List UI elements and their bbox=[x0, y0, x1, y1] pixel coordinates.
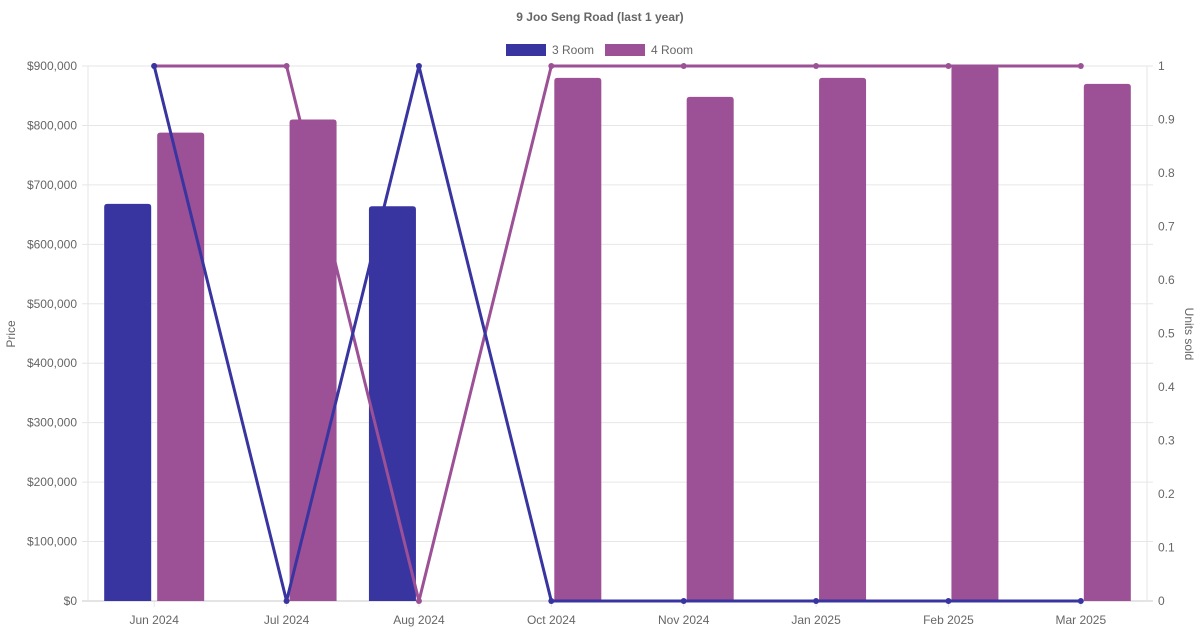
y2-tick-label: 0.1 bbox=[1158, 541, 1175, 555]
point-4-room bbox=[415, 598, 422, 604]
point-3-room bbox=[945, 598, 952, 604]
bar-4-room bbox=[554, 77, 602, 601]
x-tick-label: Jun 2024 bbox=[129, 613, 179, 627]
point-4-room bbox=[813, 63, 820, 69]
legend-item-3-room[interactable]: 3 Room bbox=[506, 43, 594, 57]
x-tick-label: Oct 2024 bbox=[527, 613, 576, 627]
line-3-room bbox=[152, 64, 1081, 603]
bar-4-room bbox=[157, 132, 205, 602]
bar-3-room bbox=[104, 203, 152, 601]
x-tick-label: Mar 2025 bbox=[1055, 613, 1106, 627]
x-tick-label: Jan 2025 bbox=[791, 613, 841, 627]
point-3-room bbox=[283, 598, 290, 604]
y-tick-label: $900,000 bbox=[27, 59, 77, 73]
y-tick-label: $400,000 bbox=[27, 356, 77, 370]
y2-tick-label: 0.4 bbox=[1158, 380, 1175, 394]
point-4-room bbox=[283, 63, 290, 69]
y2-tick-label: 1 bbox=[1158, 59, 1165, 73]
lines bbox=[151, 63, 1084, 604]
x-tick-label: Nov 2024 bbox=[658, 613, 710, 627]
y-tick-label: $700,000 bbox=[27, 178, 77, 192]
point-3-room bbox=[1077, 598, 1084, 604]
x-tick-label: Jul 2024 bbox=[264, 613, 310, 627]
y2-tick-label: 0.9 bbox=[1158, 113, 1175, 127]
y-axis-title: Price bbox=[4, 320, 18, 348]
point-3-room bbox=[151, 63, 158, 69]
bar-4-room bbox=[819, 77, 867, 601]
y-tick-label: $200,000 bbox=[27, 475, 77, 489]
point-3-room bbox=[680, 598, 687, 604]
legend: 3 Room 4 Room bbox=[506, 43, 693, 57]
y2-tick-label: 0 bbox=[1158, 594, 1165, 608]
y2-tick-label: 0.2 bbox=[1158, 487, 1175, 501]
point-4-room bbox=[548, 63, 555, 69]
legend-item-4-room[interactable]: 4 Room bbox=[605, 43, 693, 57]
y-tick-label: $600,000 bbox=[27, 237, 77, 251]
y2-tick-label: 0.7 bbox=[1158, 220, 1175, 234]
axes: $0 $100,000 $200,000 $300,000 $400,000 $500,0… bbox=[27, 59, 1175, 627]
point-4-room bbox=[680, 63, 687, 69]
y-tick-label: $300,000 bbox=[27, 416, 77, 430]
legend-label-3-room: 3 Room bbox=[552, 43, 594, 57]
chart-title: 9 Joo Seng Road (last 1 year) bbox=[516, 10, 683, 24]
y-tick-label: $800,000 bbox=[27, 118, 77, 132]
y2-tick-label: 0.5 bbox=[1158, 327, 1175, 341]
y-tick-label: $0 bbox=[64, 594, 78, 608]
bar-4-room bbox=[1083, 83, 1131, 602]
x-tick-label: Feb 2025 bbox=[923, 613, 974, 627]
bar-4-room bbox=[289, 119, 337, 601]
y2-tick-label: 0.6 bbox=[1158, 273, 1175, 287]
bar-4-room bbox=[686, 96, 734, 602]
bar-3-room bbox=[368, 206, 416, 602]
legend-label-4-room: 4 Room bbox=[651, 43, 693, 57]
bar-4-room bbox=[951, 66, 999, 601]
point-4-room bbox=[945, 63, 952, 69]
legend-swatch-3-room bbox=[506, 44, 546, 56]
x-tick-label: Aug 2024 bbox=[393, 613, 445, 627]
line-4-room bbox=[154, 64, 1081, 603]
point-4-room bbox=[1077, 63, 1084, 69]
legend-swatch-4-room bbox=[605, 44, 645, 56]
y-tick-label: $100,000 bbox=[27, 535, 77, 549]
y-tick-label: $500,000 bbox=[27, 297, 77, 311]
point-3-room bbox=[548, 598, 555, 604]
point-3-room bbox=[415, 63, 422, 69]
y2-tick-label: 0.8 bbox=[1158, 166, 1175, 180]
bars bbox=[104, 66, 1131, 602]
y2-axis-title: Units sold bbox=[1182, 308, 1196, 361]
point-3-room bbox=[813, 598, 820, 604]
y2-tick-label: 0.3 bbox=[1158, 434, 1175, 448]
